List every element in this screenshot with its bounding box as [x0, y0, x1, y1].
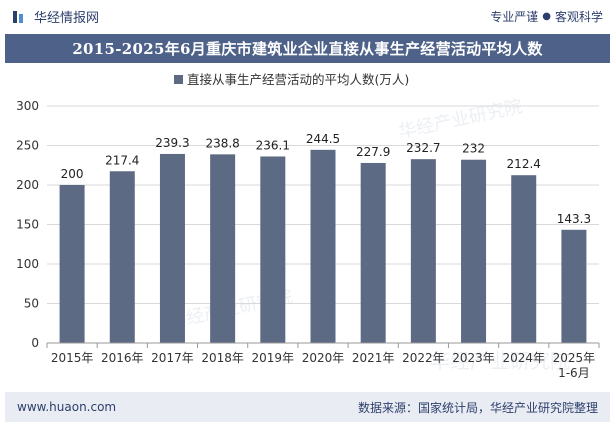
chart-title: 2015-2025年6月重庆市建筑业企业直接从事生产经营活动平均人数: [72, 40, 543, 58]
svg-text:华经产业研究院: 华经产业研究院: [397, 96, 525, 143]
y-tick-label: 50: [24, 297, 39, 311]
y-axis: 0 50 100 150 200 250 300: [16, 99, 39, 350]
bars: [59, 149, 587, 343]
x-tick-label: 2017年: [151, 351, 194, 365]
footer: www.huaon.com 数据来源：国家统计局，华经产业研究院整理: [5, 392, 610, 422]
x-tick-label: 2016年: [101, 351, 144, 365]
slogan-separator: ●: [542, 11, 551, 22]
bar: [511, 175, 537, 343]
slogan-tag-2: 客观科学: [554, 10, 603, 24]
bar: [410, 159, 436, 343]
x-tick-label: 2024年: [502, 351, 545, 365]
bar: [210, 154, 236, 343]
data-label: 217.4: [105, 153, 139, 167]
data-label: 212.4: [507, 157, 541, 171]
x-tick-label: 2023年: [452, 351, 495, 365]
data-label: 200: [61, 167, 84, 181]
chart-title-bar: 2015-2025年6月重庆市建筑业企业直接从事生产经营活动平均人数: [5, 34, 610, 63]
footer-website[interactable]: www.huaon.com: [17, 400, 117, 414]
bar: [561, 229, 587, 343]
data-label: 232: [462, 142, 485, 156]
x-tick-label: 2019年: [252, 351, 295, 365]
bar: [360, 162, 386, 343]
legend: 直接从事生产经营活动的平均人数(万人): [174, 72, 409, 87]
x-tick-label: 2022年: [402, 351, 445, 365]
brand[interactable]: 华经情报网: [12, 7, 99, 26]
brand-logo-icon: [13, 10, 23, 23]
x-tick-label: 2020年: [302, 351, 345, 365]
brand-name: 华经情报网: [34, 11, 100, 26]
bar: [59, 185, 85, 343]
slogan: 专业严谨 ● 客观科学: [490, 8, 603, 25]
y-tick-label: 100: [16, 257, 39, 271]
y-tick-label: 150: [16, 218, 39, 232]
x-axis: 2015年 2016年 2017年 2018年 2019年 2020年 2021年 2022年…: [46, 342, 600, 380]
bar: [260, 156, 286, 343]
data-labels: 200 217.4 239.3 238.8 236.1 244.5 227.9 232.7 23…: [61, 132, 591, 226]
bar: [310, 149, 336, 343]
x-tick-label: 2025年 1-6月: [553, 351, 596, 380]
data-label: 236.1: [256, 138, 290, 152]
slogan-tag-1: 专业严谨: [490, 10, 539, 24]
legend-label: 直接从事生产经营活动的平均人数(万人): [187, 72, 409, 87]
bar: [461, 159, 487, 343]
data-label: 238.8: [205, 136, 239, 150]
footer-source: 数据来源：国家统计局，华经产业研究院整理: [357, 400, 598, 415]
bar-chart: 华经产业研究院 华经产业研究院 华经产业研究院 直接从事生产经营活动的平均人数(…: [16, 72, 600, 380]
data-label: 239.3: [155, 136, 189, 150]
data-label: 244.5: [306, 132, 340, 146]
x-tick-label: 2021年: [352, 351, 395, 365]
y-tick-label: 300: [16, 99, 39, 113]
bar: [159, 153, 185, 343]
top-bar: 华经情报网 专业严谨 ● 客观科学: [0, 0, 615, 34]
legend-swatch: [174, 75, 183, 84]
x-tick-label: 2018年: [201, 351, 244, 365]
y-tick-label: 200: [16, 178, 39, 192]
svg-text:华经产业研究院: 华经产业研究院: [430, 349, 570, 373]
data-label: 143.3: [557, 212, 591, 226]
data-label: 232.7: [406, 141, 440, 155]
x-tick-label: 2015年: [51, 351, 94, 365]
data-label: 227.9: [356, 145, 390, 159]
y-tick-label: 250: [16, 139, 39, 153]
bar: [109, 171, 135, 343]
y-tick-label: 0: [31, 336, 39, 350]
